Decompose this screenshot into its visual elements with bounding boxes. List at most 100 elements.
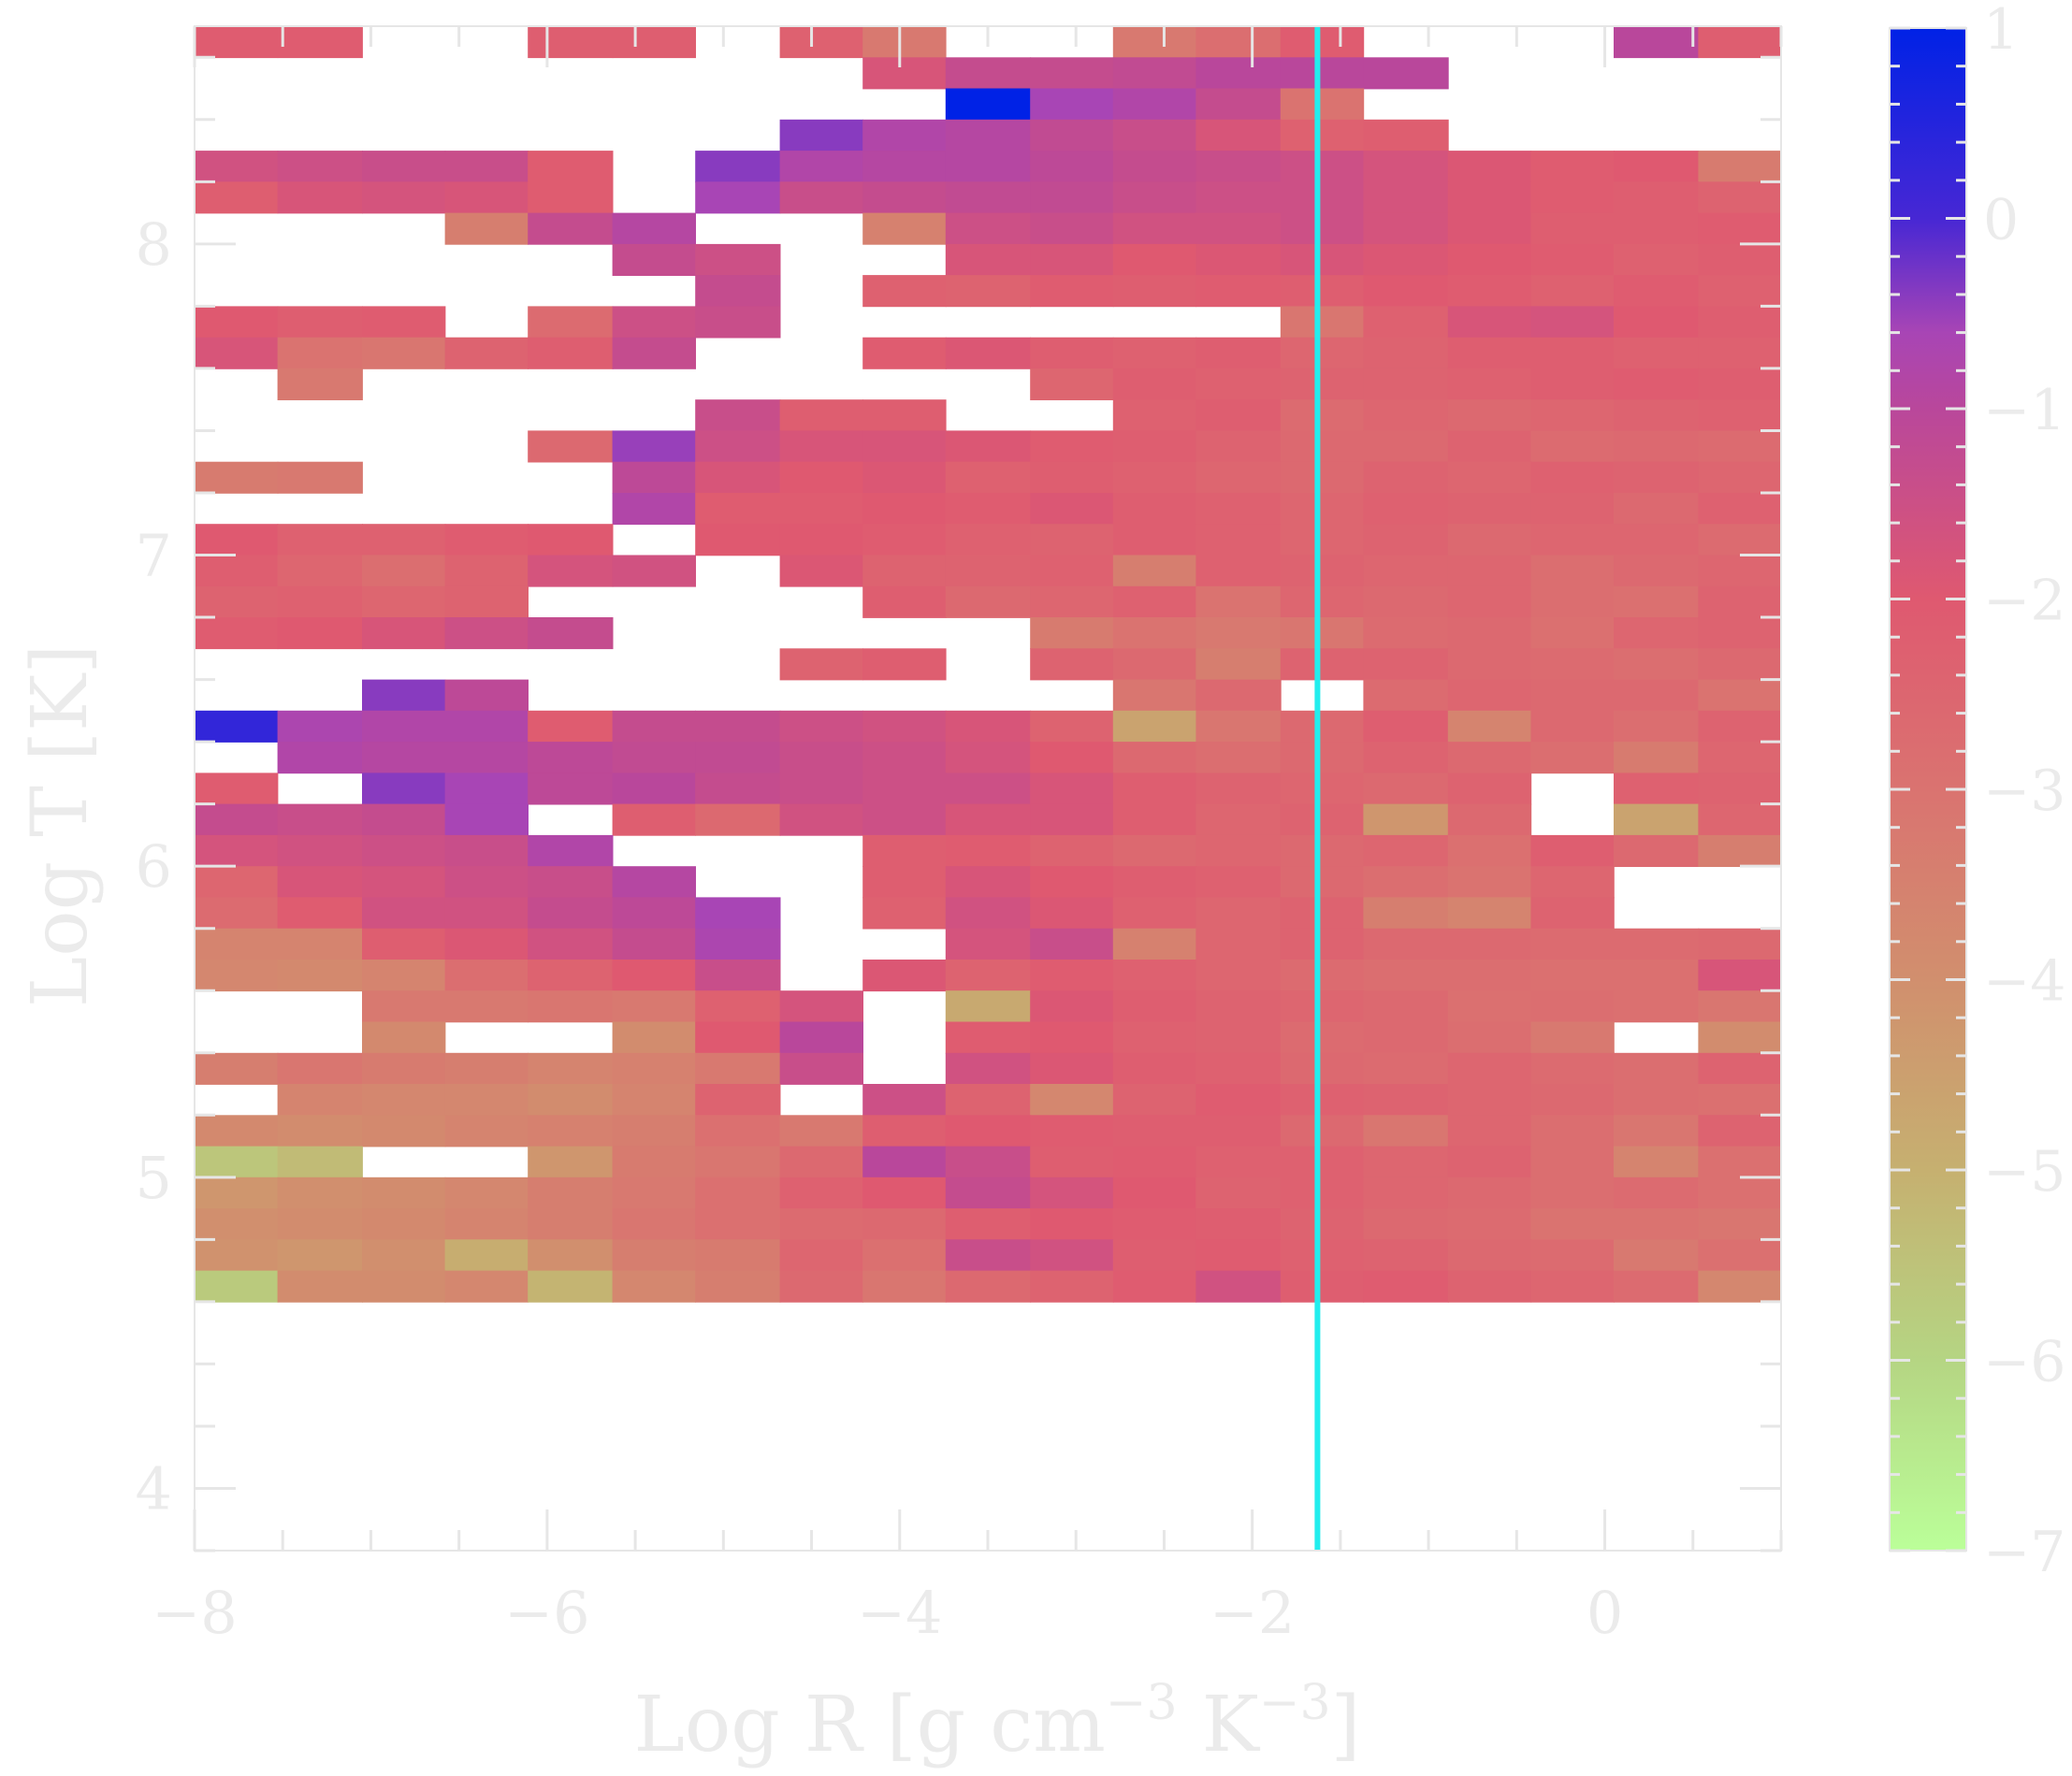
heatmap-cell [1363,1021,1449,1054]
heatmap-cell [444,212,529,245]
heatmap-cell [195,151,279,183]
heatmap-cell [1698,585,1782,618]
heatmap-cell [1363,772,1449,805]
heatmap-cell [779,399,863,432]
heatmap-cell [1280,710,1365,743]
heatmap-cell [1698,368,1782,400]
heatmap-cell [612,555,696,587]
heatmap-cell [1614,151,1700,183]
colorbar-ticks [1890,26,1966,1552]
heatmap-cell [1112,742,1197,774]
heatmap-cell [1195,430,1282,463]
heatmap-cell [362,772,446,805]
heatmap-cell [277,742,363,774]
axis-ticks [193,26,1783,1552]
heatmap-cell [1698,555,1782,587]
heatmap-cell [1530,181,1615,214]
heatmap-cell [1112,834,1197,867]
heatmap-cell [1112,1021,1197,1054]
heatmap-cell [1530,555,1615,587]
heatmap-cell [1030,1177,1114,1209]
heatmap-cell [528,710,614,743]
heatmap-cell [1195,1208,1282,1241]
heatmap-cell [1698,243,1782,276]
heatmap-cell [1030,928,1114,960]
heatmap-cell [444,524,529,556]
heatmap-cell [1447,679,1532,712]
heatmap-cell [1280,119,1365,152]
colorbar-tick-label: 1 [1983,0,2019,63]
heatmap-cell [277,306,363,339]
heatmap-cell [1530,1177,1615,1209]
heatmap-cell [528,555,614,587]
heatmap-cell [362,1177,446,1209]
heatmap-cell [695,1270,781,1303]
heatmap-cell [695,1084,781,1117]
heatmap-cell [862,897,947,930]
heatmap-cell [779,493,863,526]
heatmap-cell [1530,834,1615,867]
heatmap-cell [277,866,363,899]
heatmap-cell [945,151,1032,183]
heatmap-cell [779,1270,863,1303]
heatmap-cell [1195,88,1282,121]
heatmap-cell [862,337,947,369]
heatmap-cell [1280,960,1365,992]
heatmap-cell [1698,1239,1782,1272]
heatmap-cell [195,834,279,867]
heatmap-cell [1447,772,1532,805]
heatmap-cell [1030,742,1114,774]
heatmap-cell [1112,461,1197,494]
heatmap-cell [1698,430,1782,463]
heatmap-cell [1698,461,1782,494]
heatmap-cell [1614,26,1700,59]
heatmap-cell [1195,1146,1282,1178]
heatmap-cell [1112,119,1197,152]
x-tick-label: −4 [857,1579,942,1647]
heatmap-cell [1530,1021,1615,1054]
heatmap-cell [1112,243,1197,276]
heatmap-cell [1195,897,1282,930]
heatmap-cell [1030,1115,1114,1148]
heatmap-cell [1280,399,1365,432]
heatmap-cell [1030,772,1114,805]
heatmap-cell [612,1239,696,1272]
y-tick-label: 4 [136,1454,172,1523]
heatmap-cell [444,897,529,930]
heatmap-cell [1447,585,1532,618]
heatmap-cell [1195,742,1282,774]
heatmap-cell [1698,617,1782,650]
heatmap-cell [862,648,947,681]
heatmap-cell [695,275,781,308]
heatmap-cell [1530,524,1615,556]
heatmap-cell [1363,1084,1449,1117]
heatmap-cell [1530,212,1615,245]
heatmap-cell [444,990,529,1023]
heatmap-cell [1195,212,1282,245]
heatmap-cell [1195,617,1282,650]
heatmap-cell [1363,617,1449,650]
heatmap-cell [1447,493,1532,526]
heatmap-cell [277,1208,363,1241]
heatmap-cell [1698,26,1782,59]
heatmap-cell [277,26,363,59]
heatmap-cell [1112,524,1197,556]
heatmap-cell [1614,742,1700,774]
heatmap-cell [945,461,1032,494]
heatmap-cell [945,430,1032,463]
heatmap-cell [1698,524,1782,556]
heatmap-cell [1447,1052,1532,1085]
heatmap-cell [1280,928,1365,960]
heatmap-cell [1280,88,1365,121]
heatmap-cell [612,461,696,494]
heatmap-cell [277,555,363,587]
heatmap-cell [444,803,529,836]
heatmap-cell [1530,897,1615,930]
heatmap-cell [612,306,696,339]
heatmap-cell [1698,493,1782,526]
heatmap-cell [1030,555,1114,587]
heatmap-cell [528,1270,614,1303]
heatmap-cell [1447,399,1532,432]
heatmap-cell [1280,990,1365,1023]
heatmap-cell [1030,275,1114,308]
